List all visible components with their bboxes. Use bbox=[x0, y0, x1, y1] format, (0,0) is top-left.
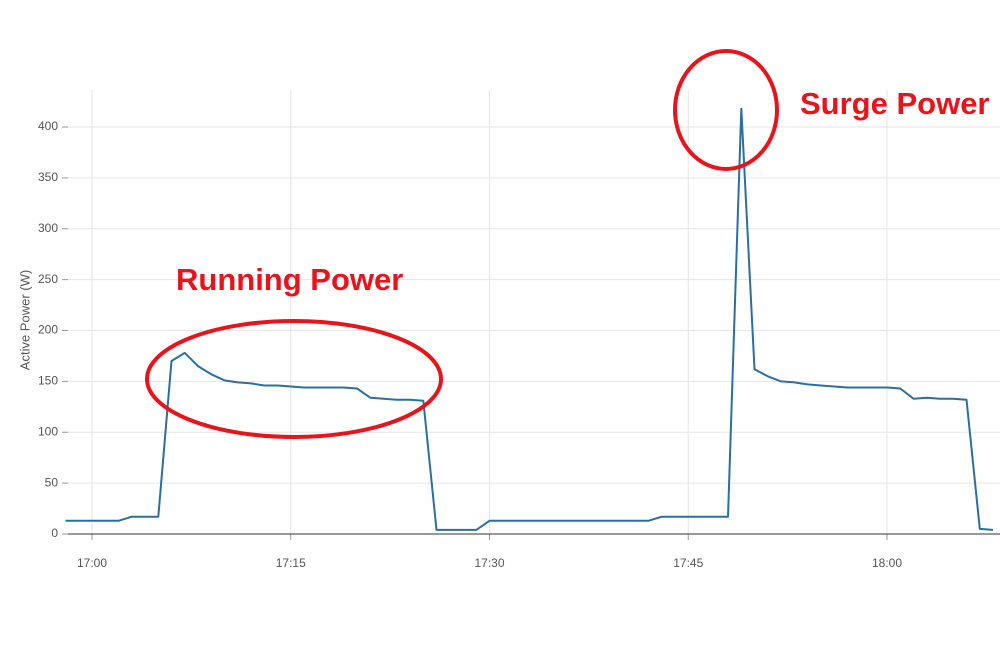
y-tick-label: 150 bbox=[38, 374, 58, 388]
x-tick-label: 17:30 bbox=[474, 556, 504, 570]
annotation: Running Power bbox=[176, 262, 403, 297]
plot-area: 17:00 17:15 17:30 17:45 18:00 0 50 100 150 200 250… bbox=[38, 90, 1000, 570]
y-tick-label: 350 bbox=[38, 170, 58, 184]
y-tick-label: 400 bbox=[38, 119, 58, 133]
highlight-ellipse bbox=[145, 319, 443, 439]
x-tick-label: 18:00 bbox=[872, 556, 902, 570]
x-tick-label: 17:15 bbox=[276, 556, 306, 570]
annotation: Surge Power bbox=[800, 86, 990, 121]
y-tick-label: 200 bbox=[38, 323, 58, 337]
data-line bbox=[65, 107, 994, 531]
y-tick-label: 100 bbox=[38, 424, 58, 438]
y-tick-label: 0 bbox=[51, 526, 58, 540]
y-tick-label: 50 bbox=[45, 475, 59, 489]
y-tick-label: 300 bbox=[38, 221, 58, 235]
y-tick-label: 250 bbox=[38, 272, 58, 286]
x-tick-label: 17:45 bbox=[673, 556, 703, 570]
x-tick-label: 17:00 bbox=[77, 556, 107, 570]
y-axis-label: Active Power (W) bbox=[17, 270, 32, 370]
highlight-ellipse bbox=[673, 49, 779, 171]
